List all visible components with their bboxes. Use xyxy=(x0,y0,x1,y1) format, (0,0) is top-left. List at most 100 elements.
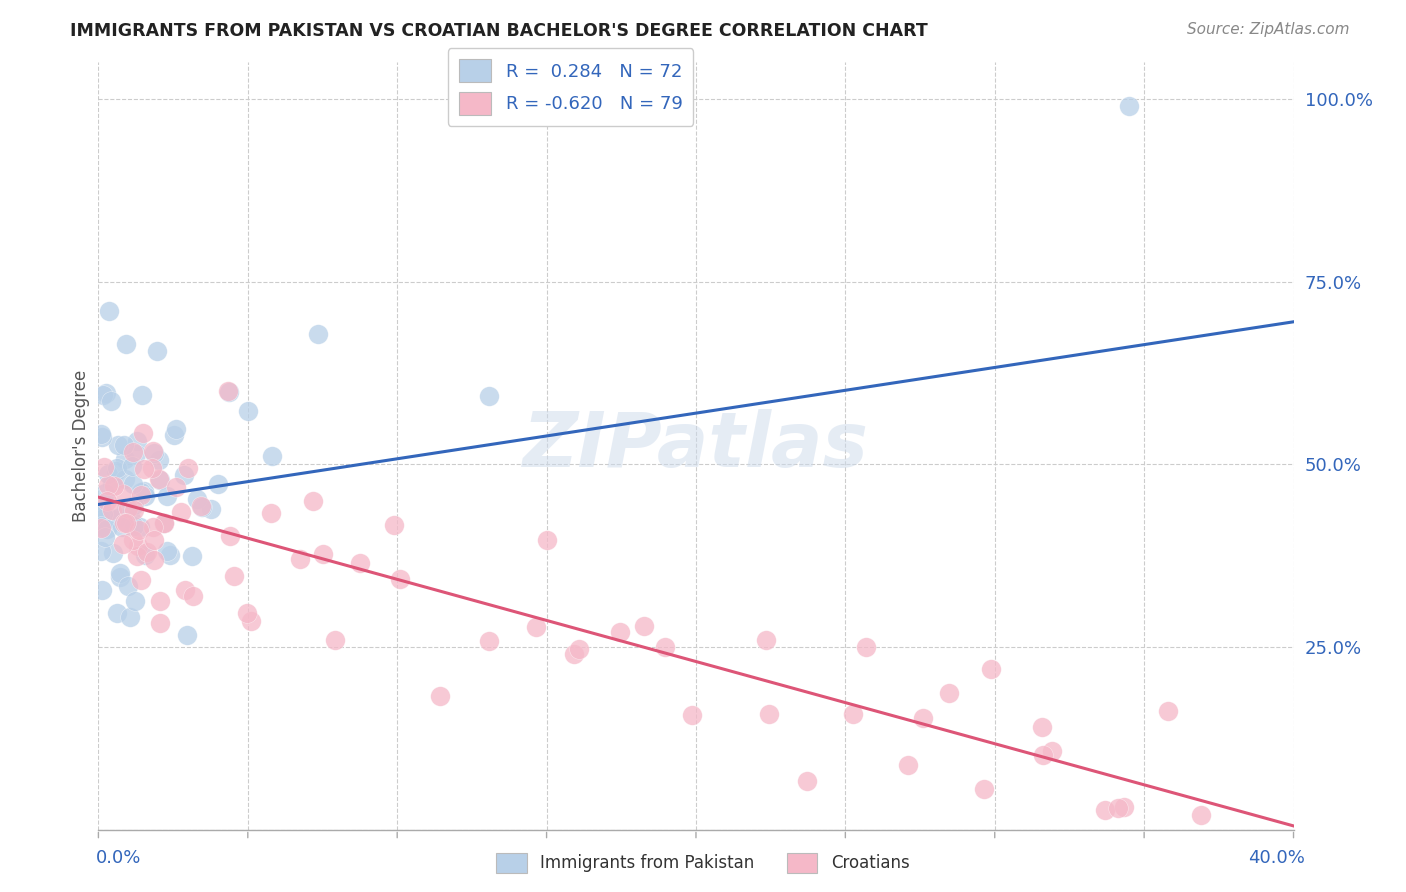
Point xyxy=(115,516,138,530)
Point xyxy=(93,387,115,401)
Point xyxy=(1031,719,1053,733)
Point xyxy=(1107,801,1129,815)
Point xyxy=(103,479,125,493)
Point xyxy=(165,479,187,493)
Point xyxy=(131,388,153,402)
Point xyxy=(131,573,153,587)
Point xyxy=(111,487,134,501)
Point xyxy=(132,484,155,499)
Point xyxy=(186,491,208,506)
Point xyxy=(755,632,778,647)
Point xyxy=(855,640,877,655)
Point xyxy=(141,461,163,475)
Point xyxy=(112,516,135,530)
Point xyxy=(152,516,174,530)
Point xyxy=(93,460,115,475)
Point xyxy=(122,477,145,491)
Point xyxy=(108,510,131,524)
Text: IMMIGRANTS FROM PAKISTAN VS CROATIAN BACHELOR'S DEGREE CORRELATION CHART: IMMIGRANTS FROM PAKISTAN VS CROATIAN BAC… xyxy=(70,22,928,40)
Point xyxy=(796,773,818,788)
Point xyxy=(654,640,676,654)
Point xyxy=(111,520,134,534)
Point xyxy=(219,529,242,543)
Text: 0.0%: 0.0% xyxy=(96,849,141,867)
Point xyxy=(159,548,181,562)
Point xyxy=(100,394,122,409)
Point xyxy=(290,552,312,566)
Point xyxy=(118,610,141,624)
Point xyxy=(153,516,176,530)
Point xyxy=(129,485,152,500)
Point xyxy=(1112,799,1135,814)
Text: ZIPatlas: ZIPatlas xyxy=(523,409,869,483)
Point xyxy=(183,589,205,603)
Point xyxy=(128,519,150,533)
Point xyxy=(524,620,547,634)
Point xyxy=(382,517,405,532)
Point xyxy=(131,488,153,502)
Point xyxy=(633,619,655,633)
Point xyxy=(93,530,115,544)
Point xyxy=(124,594,146,608)
Point xyxy=(222,568,245,582)
Point xyxy=(96,467,118,482)
Point xyxy=(302,494,325,508)
Text: 40.0%: 40.0% xyxy=(1249,849,1305,867)
Point xyxy=(121,458,143,473)
Point xyxy=(98,511,121,525)
Point xyxy=(207,477,229,491)
Point xyxy=(1032,748,1054,763)
Point xyxy=(1189,808,1212,822)
Point xyxy=(142,445,165,459)
Point xyxy=(191,500,214,515)
Point xyxy=(149,616,172,631)
Point xyxy=(148,452,170,467)
Y-axis label: Bachelor's Degree: Bachelor's Degree xyxy=(72,370,90,522)
Point xyxy=(218,385,240,400)
Point xyxy=(96,522,118,536)
Legend: Immigrants from Pakistan, Croatians: Immigrants from Pakistan, Croatians xyxy=(489,847,917,880)
Point xyxy=(105,607,128,621)
Point xyxy=(325,633,347,648)
Point xyxy=(125,549,148,563)
Point xyxy=(165,422,187,436)
Point xyxy=(143,552,166,566)
Point xyxy=(181,549,204,564)
Point xyxy=(90,519,112,533)
Point xyxy=(259,506,281,520)
Point xyxy=(142,533,165,547)
Point xyxy=(97,477,120,491)
Point xyxy=(156,489,179,503)
Point xyxy=(117,501,139,516)
Point xyxy=(131,426,153,441)
Point xyxy=(177,461,200,475)
Point xyxy=(142,444,165,458)
Point xyxy=(115,337,138,351)
Point xyxy=(114,451,136,466)
Point xyxy=(568,642,591,657)
Point xyxy=(217,384,239,399)
Point xyxy=(236,606,259,620)
Point xyxy=(163,428,186,442)
Point xyxy=(149,473,172,487)
Point xyxy=(125,434,148,449)
Point xyxy=(156,544,179,558)
Point xyxy=(127,539,149,553)
Point xyxy=(478,389,501,403)
Point xyxy=(124,499,146,513)
Point xyxy=(236,403,259,417)
Point xyxy=(121,444,143,458)
Point xyxy=(681,707,703,722)
Point xyxy=(124,503,146,517)
Point xyxy=(91,507,114,521)
Point xyxy=(897,757,920,772)
Point xyxy=(90,520,112,534)
Point xyxy=(153,516,176,531)
Point xyxy=(90,544,112,558)
Point xyxy=(609,624,631,639)
Point xyxy=(190,499,212,513)
Point xyxy=(90,430,112,444)
Point xyxy=(94,486,117,500)
Point xyxy=(478,634,501,648)
Point xyxy=(1094,803,1116,817)
